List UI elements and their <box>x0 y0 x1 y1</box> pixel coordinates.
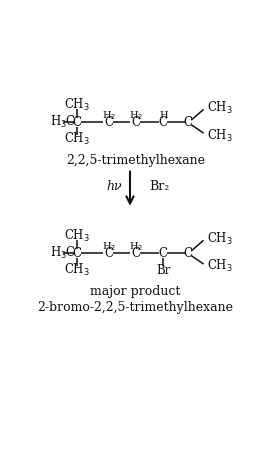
Text: C: C <box>132 116 141 129</box>
Text: CH$_3$: CH$_3$ <box>64 262 90 278</box>
Text: 2-bromo-2,2,5-trimethylhexane: 2-bromo-2,2,5-trimethylhexane <box>37 301 233 314</box>
Text: H$_3$C: H$_3$C <box>50 245 76 261</box>
Text: CH$_3$: CH$_3$ <box>64 131 90 147</box>
Text: C: C <box>105 247 114 260</box>
Text: H: H <box>159 111 168 120</box>
Text: C: C <box>184 116 193 129</box>
Text: C: C <box>73 247 82 260</box>
Text: CH$_3$: CH$_3$ <box>207 100 233 116</box>
Text: C: C <box>132 247 141 260</box>
Text: 2,2,5-trimethylhexane: 2,2,5-trimethylhexane <box>66 154 205 167</box>
Text: C: C <box>73 116 82 129</box>
Text: hν: hν <box>107 180 122 193</box>
Text: Br: Br <box>156 264 170 277</box>
Text: Br₂: Br₂ <box>149 180 170 193</box>
Text: CH$_3$: CH$_3$ <box>207 231 233 247</box>
Text: H$_2$: H$_2$ <box>102 109 116 122</box>
Text: H$_3$C: H$_3$C <box>50 114 76 131</box>
Text: C: C <box>159 116 168 129</box>
Text: C: C <box>105 116 114 129</box>
Text: CH$_3$: CH$_3$ <box>64 228 90 244</box>
Text: H$_2$: H$_2$ <box>102 240 116 253</box>
Text: CH$_3$: CH$_3$ <box>207 128 233 144</box>
Text: major product: major product <box>90 285 181 298</box>
Text: H$_2$: H$_2$ <box>129 240 143 253</box>
Text: CH$_3$: CH$_3$ <box>64 97 90 113</box>
Text: C: C <box>159 247 168 260</box>
Text: C: C <box>184 247 193 260</box>
Text: H$_2$: H$_2$ <box>129 109 143 122</box>
Text: CH$_3$: CH$_3$ <box>207 258 233 274</box>
